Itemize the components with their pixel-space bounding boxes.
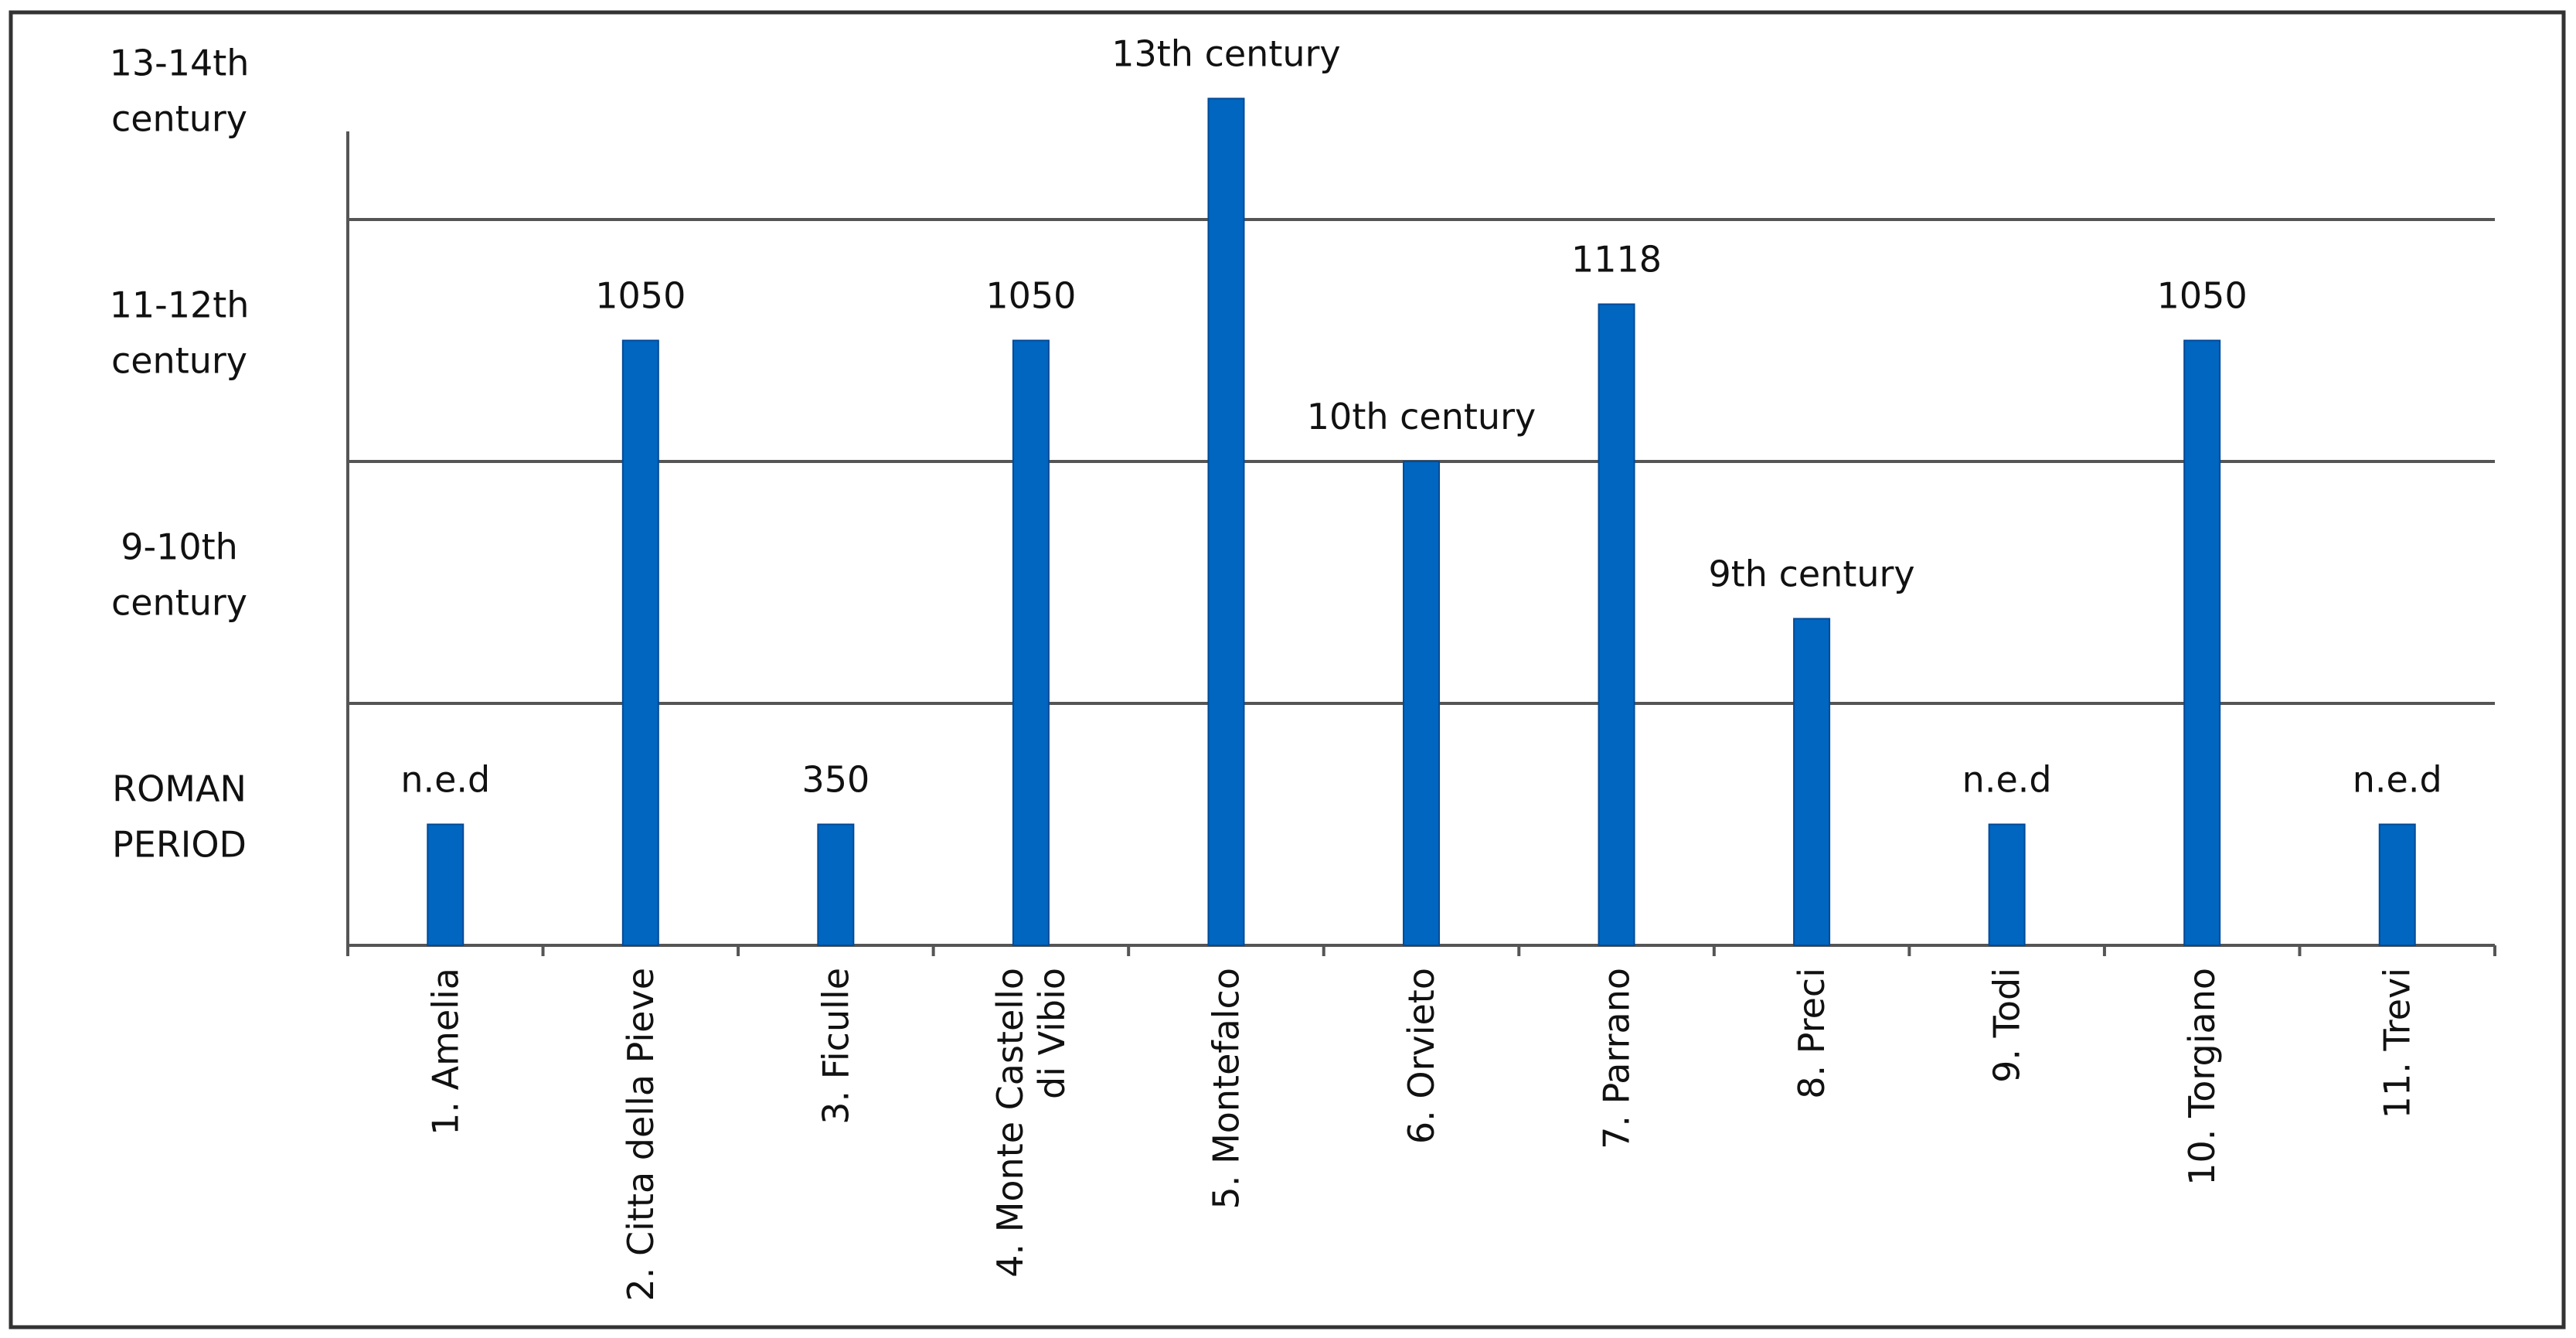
data-label-3: 350	[801, 759, 869, 801]
chart-border	[9, 10, 2566, 1329]
x-tick-label-11-line-1: 11. Trevi	[2377, 968, 2418, 1118]
y-tick-label-2-line-2: century	[111, 582, 247, 624]
y-tick-label-4-line-1: 13-14th	[110, 43, 250, 84]
bar-8	[1793, 618, 1831, 946]
data-label-9: n.e.d	[1962, 759, 2052, 801]
y-tick-label-1-line-1: ROMAN	[112, 768, 247, 810]
data-labels: n.e.d 1050 350 1050 13th century 10th century…	[400, 33, 2442, 801]
bar-2	[621, 339, 659, 946]
y-tick-label-3: 11-12th century	[110, 284, 250, 382]
bar-6	[1403, 461, 1440, 946]
x-tick-label-6-line-1: 6. Orvieto	[1400, 968, 1442, 1144]
data-label-10: 1050	[2157, 275, 2248, 317]
x-tick-label-4: 4. Monte Castello di Vibio	[989, 968, 1073, 1278]
x-tick-label-7: 7. Parrano	[1596, 968, 1638, 1149]
y-tick-label-3-line-2: century	[111, 340, 247, 382]
data-label-8: 9th century	[1709, 553, 1915, 594]
bar-10	[2183, 339, 2221, 946]
x-tick-label-8: 8. Preci	[1791, 968, 1832, 1099]
x-tick-label-7-line-1: 7. Parrano	[1596, 968, 1638, 1149]
data-label-6: 10th century	[1307, 396, 1536, 437]
bar-3	[817, 823, 855, 946]
bar-9	[1988, 823, 2026, 946]
y-tick-label-3-line-1: 11-12th	[110, 284, 250, 326]
y-tick-label-4: 13-14th century	[110, 43, 250, 140]
bar-7	[1598, 303, 1635, 946]
y-tick-label-1-line-2: PERIOD	[112, 824, 247, 866]
x-axis-tick-labels: 1. Amelia 2. Citta della Pieve 3. Ficulle 4…	[424, 968, 2418, 1302]
x-tick-label-4-line-2: di Vibio	[1031, 968, 1073, 1099]
x-tick-label-9-line-1: 9. Todi	[1986, 968, 2028, 1083]
data-label-2: 1050	[595, 275, 686, 317]
bar-4	[1012, 339, 1050, 946]
data-label-11: n.e.d	[2353, 759, 2442, 801]
x-tick-label-1-line-1: 1. Amelia	[424, 968, 466, 1135]
y-tick-label-1: ROMAN PERIOD	[112, 768, 247, 866]
data-label-5: 13th century	[1111, 33, 1340, 75]
x-tick-label-1: 1. Amelia	[424, 968, 466, 1135]
x-tick-label-8-line-1: 8. Preci	[1791, 968, 1832, 1099]
x-tick-label-4-line-1: 4. Monte Castello	[989, 968, 1031, 1278]
x-tick-label-2-line-1: 2. Citta della Pieve	[620, 968, 662, 1302]
data-label-7: 1118	[1571, 239, 1662, 281]
x-tick-label-2: 2. Citta della Pieve	[620, 968, 662, 1302]
x-tick-label-10-line-1: 10. Torgiano	[2181, 968, 2223, 1186]
x-tick-label-9: 9. Todi	[1986, 968, 2028, 1083]
x-tick-label-3: 3. Ficulle	[815, 968, 856, 1125]
bar-1	[427, 823, 464, 946]
x-tick-label-10: 10. Torgiano	[2181, 968, 2223, 1186]
y-tick-label-4-line-2: century	[111, 98, 247, 140]
bars	[427, 97, 2416, 946]
y-tick-label-2: 9-10th century	[111, 526, 247, 624]
x-tick-label-6: 6. Orvieto	[1400, 968, 1442, 1144]
y-tick-label-2-line-1: 9-10th	[121, 526, 238, 568]
x-tick-label-3-line-1: 3. Ficulle	[815, 968, 856, 1125]
data-label-1: n.e.d	[400, 759, 490, 801]
x-tick-label-5-line-1: 5. Montefalco	[1205, 968, 1247, 1209]
bar-5	[1207, 97, 1245, 946]
data-label-4: 1050	[985, 275, 1076, 317]
bar-11	[2378, 823, 2416, 946]
x-tick-label-11: 11. Trevi	[2377, 968, 2418, 1118]
x-tick-label-5: 5. Montefalco	[1205, 968, 1247, 1209]
